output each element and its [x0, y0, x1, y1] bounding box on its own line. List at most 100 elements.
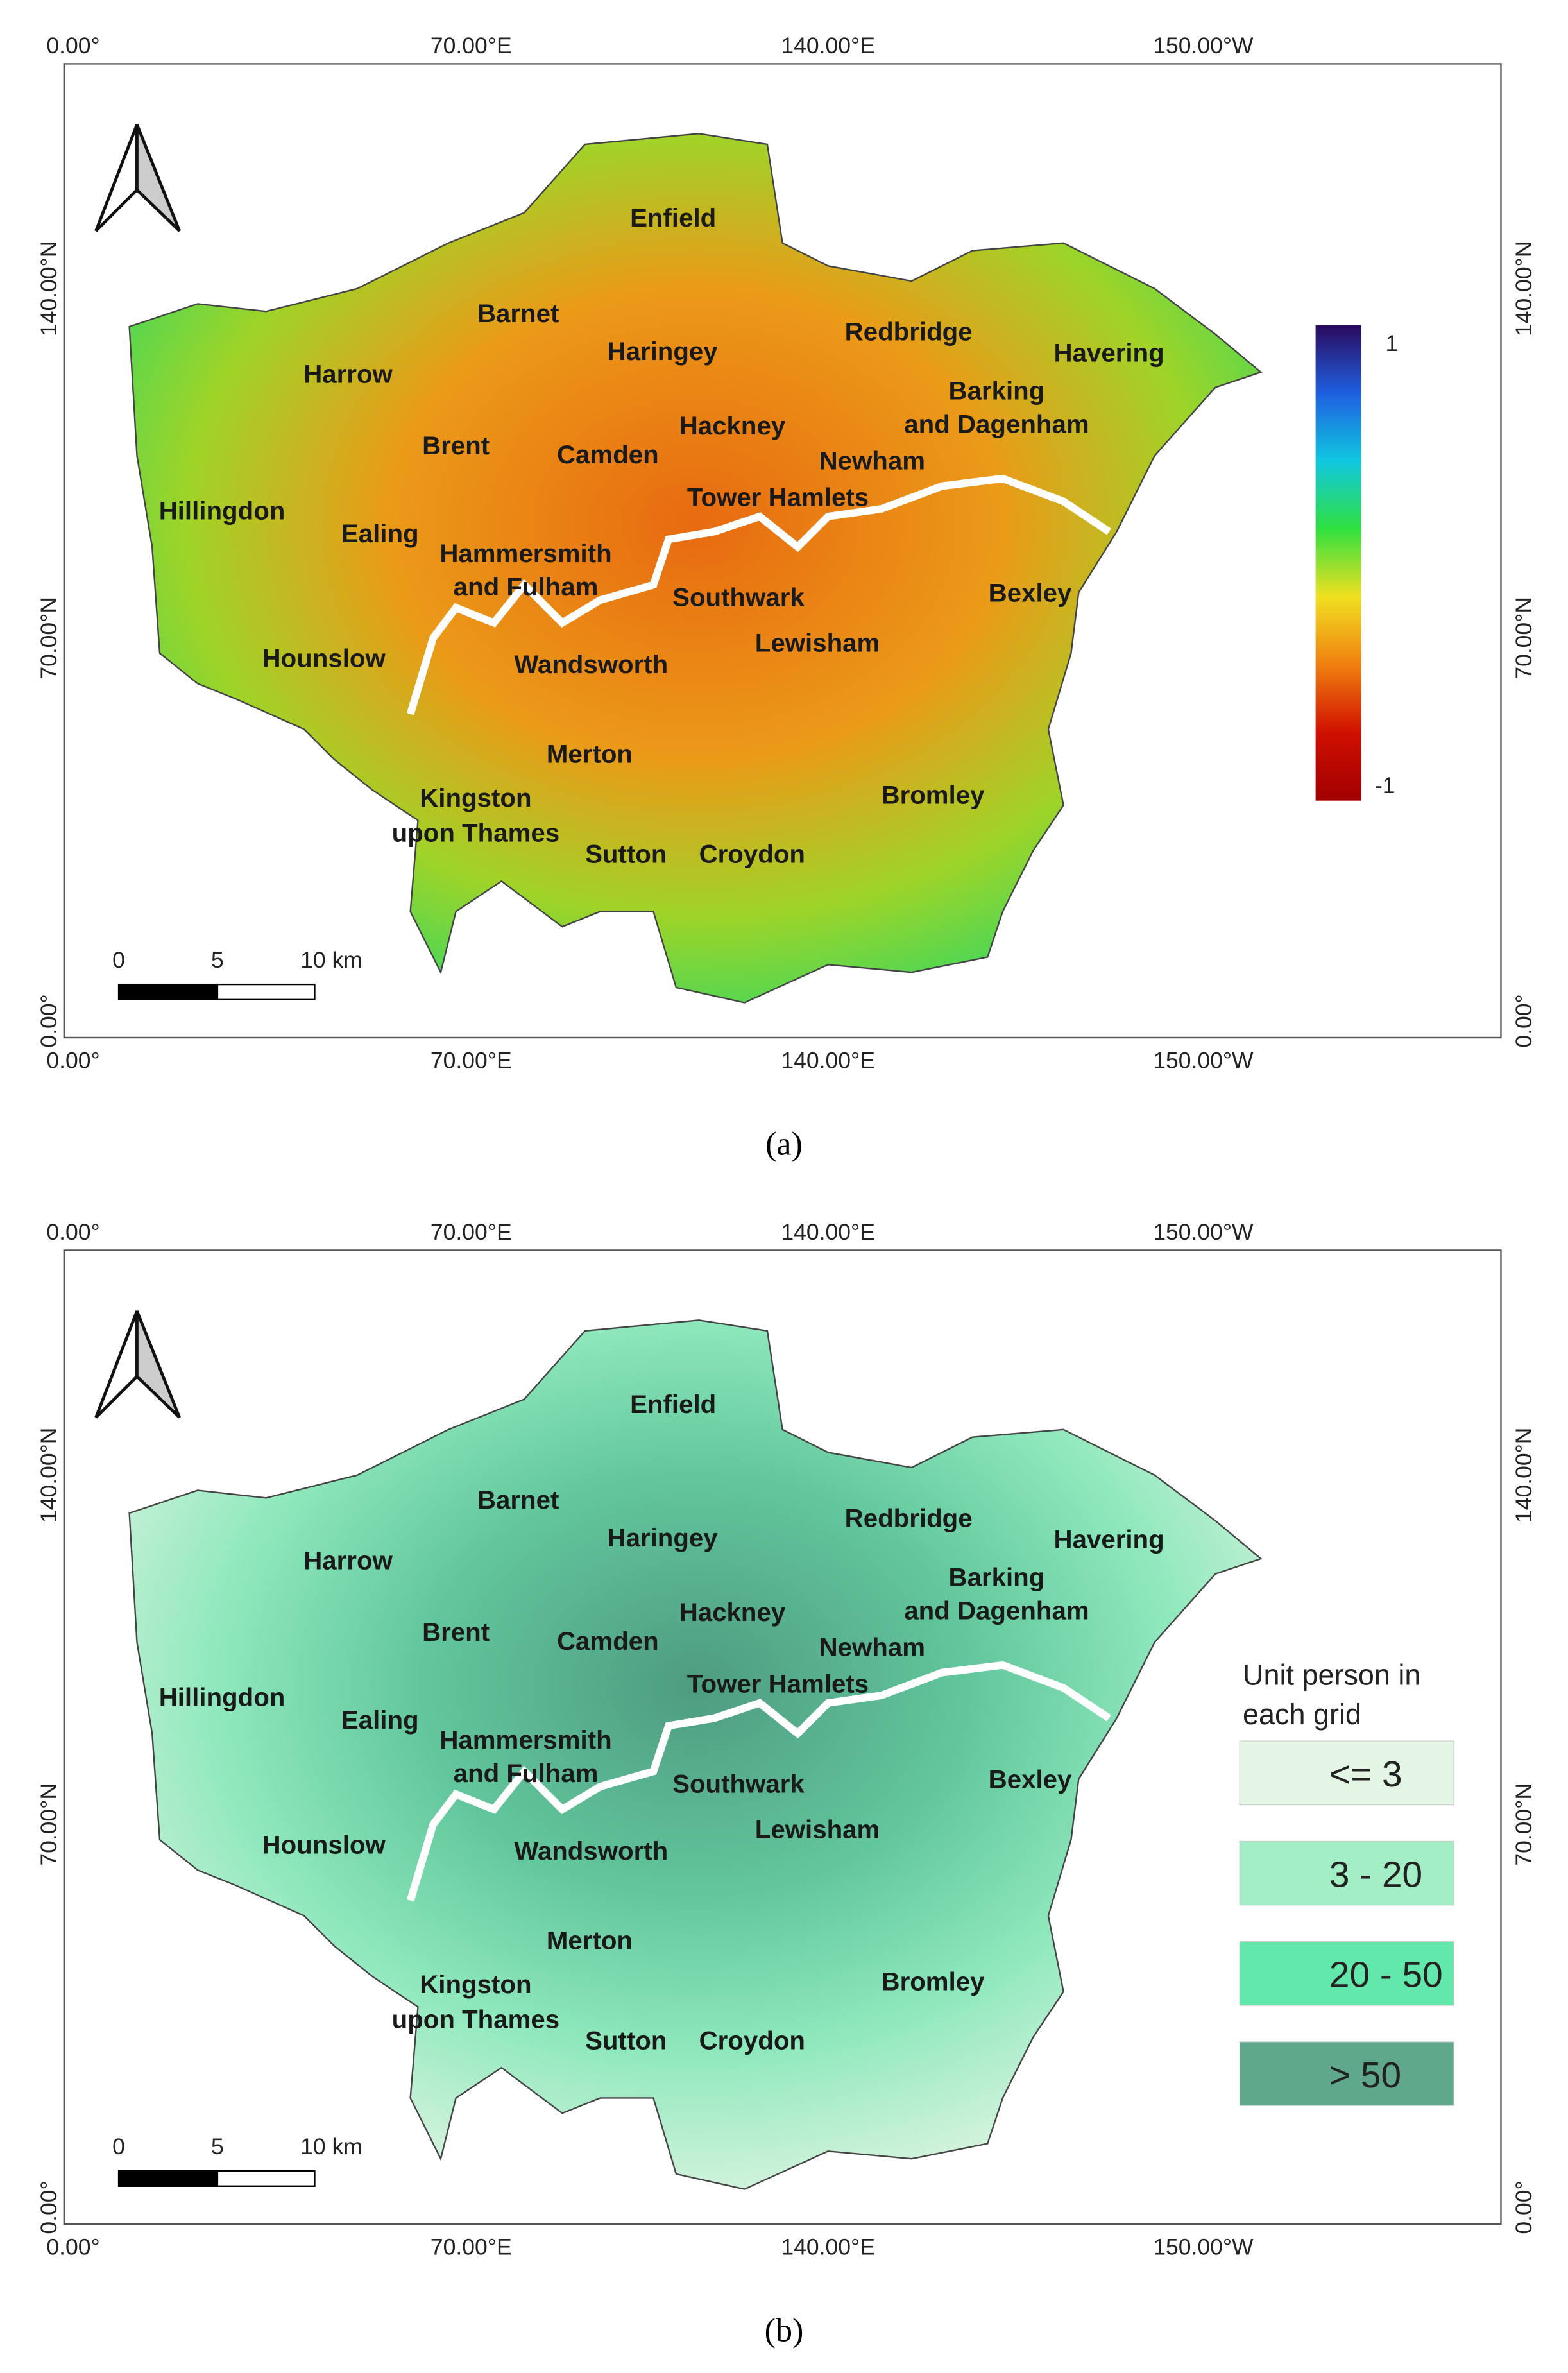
- borough-label: Enfield: [630, 203, 716, 232]
- borough-label: and Dagenham: [904, 1597, 1089, 1625]
- colorbar-label: 1: [1386, 330, 1399, 356]
- legend-swatch: [1239, 1740, 1454, 1806]
- left-coord-label: 70.00°N: [36, 1783, 62, 1866]
- top-coord-label: 150.00°W: [1153, 33, 1254, 58]
- top-coord-label: 140.00°E: [781, 33, 874, 58]
- borough-label: Hillingdon: [159, 497, 285, 526]
- borough-label: Brent: [422, 431, 490, 460]
- top-coord-label: 150.00°W: [1153, 1219, 1254, 1245]
- right-coord-label: 70.00°N: [1511, 597, 1537, 680]
- scale-label: 10 km: [300, 947, 362, 973]
- borough-label: upon Thames: [392, 2005, 560, 2034]
- borough-label: Croydon: [699, 840, 805, 869]
- borough-label: Hounslow: [262, 644, 386, 672]
- borough-label: Ealing: [341, 519, 419, 548]
- north-arrow: [135, 1310, 181, 1419]
- borough-label: and Fulham: [454, 1759, 599, 1788]
- north-arrow: [135, 124, 181, 232]
- scale-label: 5: [211, 2134, 224, 2159]
- borough-label: Hammersmith: [439, 539, 611, 568]
- top-coord-label: 70.00°E: [430, 1219, 512, 1245]
- borough-label: and Fulham: [454, 572, 599, 601]
- panel-caption: (a): [765, 1126, 803, 1162]
- borough-label: Barnet: [477, 299, 559, 328]
- legend-title: Unit person in: [1243, 1659, 1420, 1692]
- borough-label: Bexley: [989, 1765, 1072, 1794]
- left-coord-label: 140.00°N: [36, 1428, 62, 1523]
- right-coord-label: 0.00°: [1511, 994, 1537, 1047]
- bottom-coord-label: 140.00°E: [781, 2234, 874, 2259]
- borough-label: Kingston: [420, 1970, 531, 1999]
- legend-swatch: [1239, 1941, 1454, 2006]
- borough-label: Harrow: [303, 1546, 393, 1575]
- london-area: [128, 133, 1263, 1004]
- london-area: [128, 1319, 1263, 2190]
- map-panel: 0.00° 70.00°E 140.00°E 150.00°W 0.00° 70.00°E…: [36, 1219, 1537, 2349]
- borough-label: upon Thames: [392, 819, 560, 848]
- borough-label: Tower Hamlets: [687, 1669, 869, 1698]
- borough-label: Wandsworth: [514, 1837, 668, 1865]
- borough-label: Enfield: [630, 1390, 716, 1419]
- bottom-coord-label: 0.00°: [46, 2234, 99, 2259]
- right-coord-label: 70.00°N: [1511, 1783, 1537, 1866]
- borough-label: Camden: [557, 1627, 659, 1656]
- borough-label: Barnet: [477, 1486, 559, 1514]
- borough-label: Merton: [547, 739, 633, 768]
- legend-label: 20 - 50: [1329, 1955, 1443, 1996]
- borough-label: Hackney: [679, 411, 786, 440]
- borough-label: Redbridge: [845, 317, 973, 346]
- scale-label: 5: [211, 947, 224, 973]
- borough-label: Haringey: [608, 1523, 719, 1552]
- panel-caption: (b): [765, 2312, 804, 2349]
- borough-label: Bromley: [882, 1967, 985, 1996]
- borough-label: Lewisham: [755, 1815, 880, 1844]
- left-coord-label: 70.00°N: [36, 597, 62, 680]
- legend-swatch: [1239, 1840, 1454, 1906]
- map-panel: 0.00° 70.00°E 140.00°E 150.00°W 0.00° 70.00°E…: [36, 33, 1537, 1162]
- borough-label: Bromley: [882, 780, 985, 809]
- left-coord-label: 0.00°: [36, 994, 62, 1047]
- borough-label: Ealing: [341, 1706, 419, 1735]
- borough-label: Hillingdon: [159, 1683, 285, 1712]
- legend-swatch: [1239, 2041, 1454, 2106]
- bottom-coord-label: 150.00°W: [1153, 2234, 1254, 2259]
- scale-label: 0: [112, 947, 125, 973]
- top-coord-label: 0.00°: [46, 33, 99, 58]
- borough-label: Lewisham: [755, 629, 880, 658]
- borough-label: Camden: [557, 440, 659, 469]
- borough-label: Havering: [1054, 338, 1164, 367]
- legend-title: each grid: [1243, 1698, 1361, 1731]
- borough-label: and Dagenham: [904, 410, 1089, 439]
- borough-label: Brent: [422, 1618, 490, 1647]
- left-coord-label: 140.00°N: [36, 241, 62, 336]
- borough-label: Bexley: [989, 579, 1072, 608]
- top-coord-label: 70.00°E: [430, 33, 512, 58]
- right-coord-label: 140.00°N: [1511, 241, 1537, 336]
- borough-label: Haringey: [608, 337, 719, 366]
- bottom-coord-label: 70.00°E: [430, 2234, 512, 2259]
- scale-label: 10 km: [300, 2134, 362, 2159]
- legend-label: <= 3: [1329, 1754, 1402, 1795]
- bottom-coord-label: 0.00°: [46, 1047, 99, 1073]
- borough-label: Newham: [819, 1633, 925, 1662]
- right-coord-label: 140.00°N: [1511, 1428, 1537, 1523]
- borough-label: Redbridge: [845, 1503, 973, 1532]
- borough-label: Croydon: [699, 2026, 805, 2055]
- colorbar-label: -1: [1375, 773, 1395, 798]
- bottom-coord-label: 150.00°W: [1153, 1047, 1254, 1073]
- legend-label: > 50: [1329, 2055, 1401, 2096]
- right-coord-label: 0.00°: [1511, 2180, 1537, 2234]
- borough-label: Southwark: [672, 583, 805, 612]
- scale-bar: [216, 2170, 316, 2187]
- colorbar: [1315, 325, 1361, 801]
- scale-label: 0: [112, 2134, 125, 2159]
- borough-label: Havering: [1054, 1525, 1164, 1554]
- borough-label: Hackney: [679, 1598, 786, 1627]
- borough-label: Southwark: [672, 1770, 805, 1799]
- scale-bar: [117, 983, 219, 1000]
- borough-label: Sutton: [585, 840, 667, 869]
- borough-label: Kingston: [420, 784, 531, 812]
- borough-label: Barking: [949, 1563, 1045, 1592]
- borough-label: Hammersmith: [439, 1726, 611, 1754]
